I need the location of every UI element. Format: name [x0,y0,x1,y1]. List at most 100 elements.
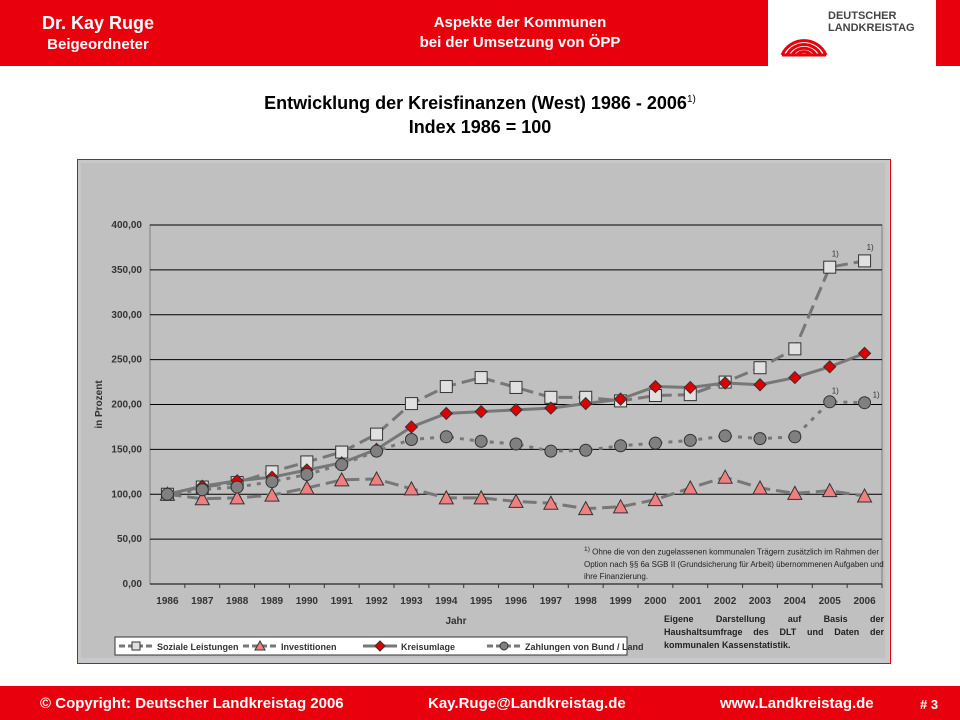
legend-marker-diamond [374,640,386,652]
legend-marker-circle [499,641,509,651]
x-tick-label: 1998 [575,596,598,607]
x-tick-label: 1991 [331,596,354,607]
data-point-diamond [613,392,628,406]
data-point-circle [544,444,558,458]
data-point-diamond [648,379,663,394]
data-point-diamond [683,380,697,395]
data-point-triangle [612,498,629,514]
email-link[interactable]: Kay.Ruge@Landkreistag.de [428,695,626,712]
y-tick-label: 200,00 [111,400,142,411]
topic-line-2: bei der Umsetzung von ÖPP [419,34,621,51]
data-point-circle [265,475,279,489]
legend-label: Soziale Leistungen [157,642,239,652]
x-tick-label: 1988 [226,596,249,607]
x-tick-label: 1994 [435,596,458,607]
data-point-square [753,361,767,375]
author-name: Dr. Kay Ruge [42,13,155,33]
copyright-text: Copyright: Deutscher Landkreistag 2006 [55,695,344,712]
data-point-circle [858,396,872,410]
y-tick-label: 100,00 [111,489,142,500]
chart-footnote: 1) Ohne die von den zugelassenen kommuna… [584,544,884,583]
data-point-diamond [404,420,419,434]
data-point-triangle [368,470,385,486]
y-axis-label: in Prozent [94,380,105,429]
website-link[interactable]: www.Landkreistag.de [720,695,874,712]
data-point-triangle [299,479,315,495]
title-line-2: Index 1986 = 100 [408,117,552,137]
data-point-triangle [717,469,733,484]
footer-bar [0,686,960,720]
data-point-diamond [788,370,802,385]
topic-line-1: Aspekte der Kommunen [433,14,607,31]
data-point-diamond [509,403,523,417]
y-tick-label: 400,00 [111,220,142,231]
footnote-annotation: 1) [832,249,839,258]
data-point-circle [370,444,384,458]
y-tick-label: 150,00 [111,444,142,455]
data-point-square [509,380,523,394]
x-tick-label: 2005 [819,596,842,607]
data-point-circle [683,433,697,447]
x-tick-label: 1995 [470,596,493,607]
data-point-diamond [857,346,872,361]
x-tick-label: 1986 [156,596,179,607]
data-point-triangle [856,487,873,503]
data-point-circle [439,430,453,444]
data-point-square [858,254,872,268]
x-tick-label: 2006 [853,596,876,607]
author-role: Beigeordneter [47,36,149,53]
x-tick-label: 2004 [784,596,807,607]
page-number: # 3 [920,697,939,712]
data-point-triangle [682,479,699,495]
legend-label: Zahlungen von Bund / Land [525,642,644,652]
x-tick-label: 1989 [261,596,284,607]
data-point-square [474,371,488,385]
y-tick-label: 50,00 [117,534,142,545]
legend-marker-triangle [254,639,266,651]
data-point-circle [823,395,837,409]
logo-text-line-2: LANDKREISTAG [828,22,915,34]
data-point-square [404,397,418,411]
logo-text-line-1: DEUTSCHER [828,10,897,22]
data-point-diamond [823,360,837,374]
data-point-circle [509,437,523,451]
legend-label: Kreisumlage [401,642,455,652]
data-point-circle [300,468,314,482]
data-point-circle [718,429,732,443]
data-point-circle [335,458,349,472]
title-footnote-mark: 1) [686,94,696,105]
data-point-triangle [438,489,455,505]
x-tick-label: 2003 [749,596,772,607]
series-line-circle [167,400,865,496]
data-point-square [370,427,384,441]
data-point-triangle [647,491,664,507]
data-point-square [439,380,453,394]
data-point-diamond [579,396,593,411]
x-tick-label: 1999 [609,596,632,607]
presentation-topic: Aspekte der Kommunen bei der Umsetzung v… [360,13,680,53]
data-point-diamond [439,406,453,421]
data-point-circle [648,436,662,450]
data-point-triangle [787,485,803,500]
x-tick-label: 1996 [505,596,528,607]
slide-title: Entwicklung der Kreisfinanzen (West) 198… [0,88,960,139]
data-point-circle [230,480,244,494]
data-point-triangle [194,490,211,506]
data-point-circle [579,443,593,457]
data-point-circle [404,433,418,447]
footnote-annotation: 1) [873,390,880,399]
data-point-diamond [753,378,767,392]
x-tick-label: 1992 [365,596,388,607]
data-point-triangle [229,489,245,505]
legend-label: Investitionen [281,642,337,652]
data-point-diamond [474,404,488,419]
data-point-circle [474,434,488,448]
title-line-1: Entwicklung der Kreisfinanzen (West) 198… [264,93,687,113]
data-point-triangle [473,489,489,505]
copyright-symbol: © [40,695,52,712]
footnote-text: Ohne die von den zugelassenen kommunalen… [584,547,884,581]
x-tick-label: 2001 [679,596,702,607]
data-point-triangle [543,495,559,510]
x-tick-label: 1990 [296,596,319,607]
